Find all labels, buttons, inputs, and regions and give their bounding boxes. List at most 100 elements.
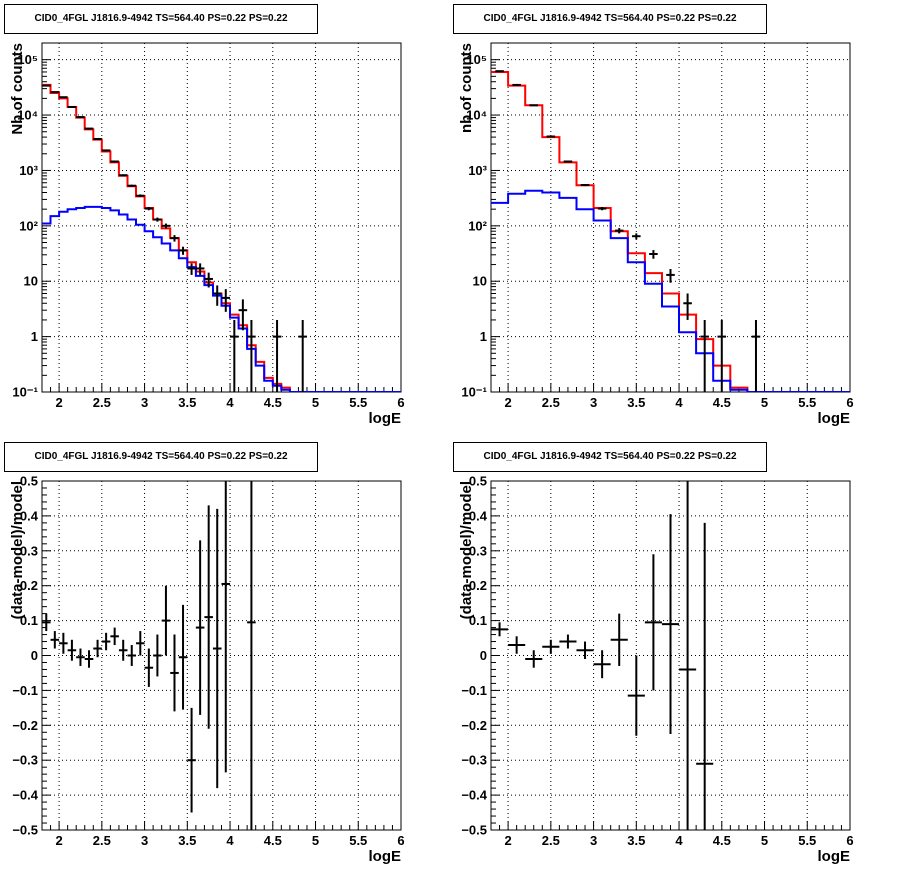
x-axis-label: logE: [818, 410, 851, 427]
x-axis-label: logE: [369, 410, 402, 427]
x-tick-label: 2.5: [93, 833, 111, 848]
y-tick-label: 0.1: [20, 613, 38, 628]
y-tick-label: 0.3: [20, 543, 38, 558]
y-tick-label: 10⁴: [17, 108, 38, 123]
model-histogram-line: [491, 189, 850, 392]
x-tick-label: 5: [761, 833, 768, 848]
residuals-plot: 2 2.5 3 3.5 4 4.5 5 5.5 6 −0.5 −0.4 −0.3 −0.2 −0.1 0 0.…: [9, 474, 405, 866]
plot-frame: [490, 42, 851, 393]
x-tick-label: 3: [590, 833, 597, 848]
plot-frame: [41, 42, 402, 393]
y-tick-label: 10: [473, 274, 487, 289]
y-axis-label: nb of counts: [458, 43, 475, 133]
x-tick-label: 3.5: [627, 833, 645, 848]
y-tick-label: 0.4: [469, 508, 488, 523]
y-axis-label: (data-model)/model: [9, 481, 26, 619]
y-axis-label: Nb of counts: [9, 43, 26, 135]
x-tick-label: 2.5: [542, 395, 560, 410]
panel-counts-coarse-bins: 2 2.5 3 3.5 4 4.5 5 5.5 6 10⁻¹ 1 10 10² 10³ 10⁴ 10⁵ logE…: [449, 0, 898, 437]
x-tick-label: 6: [397, 833, 404, 848]
y-tick-label: 0.5: [20, 474, 38, 489]
x-tick-label: 2: [55, 395, 62, 410]
x-tick-label: 6: [846, 395, 853, 410]
plot-area: [491, 481, 714, 830]
y-tick-label: 10⁵: [466, 52, 487, 67]
y-tick-label: 0: [480, 648, 487, 663]
x-tick-label: 4.5: [713, 833, 731, 848]
x-tick-label: 2: [55, 833, 62, 848]
x-tick-label: 4: [226, 833, 234, 848]
x-axis-label: logE: [369, 848, 402, 865]
x-tick-label: 5: [761, 395, 768, 410]
plot-frame: [41, 480, 402, 831]
plot-area: [491, 70, 850, 392]
panel-title: CID0_4FGL J1816.9-4942 TS=564.40 PS=0.22…: [4, 442, 318, 472]
y-tick-label: −0.3: [461, 753, 487, 768]
y-tick-label: −0.5: [461, 823, 487, 838]
y-tick-label: 0.2: [20, 578, 38, 593]
panel-title: CID0_4FGL J1816.9-4942 TS=564.40 PS=0.22…: [453, 4, 767, 34]
x-tick-label: 4.5: [264, 833, 282, 848]
y-tick-label: 10: [24, 274, 38, 289]
y-tick-label: 10³: [19, 163, 38, 178]
x-tick-label: 3.5: [178, 833, 196, 848]
panel-title: CID0_4FGL J1816.9-4942 TS=564.40 PS=0.22…: [4, 4, 318, 34]
y-tick-label: 0: [31, 648, 38, 663]
x-tick-label: 6: [397, 395, 404, 410]
x-tick-label: 3: [141, 833, 148, 848]
x-tick-label: 4.5: [264, 395, 282, 410]
counts-histogram-plot: 2 2.5 3 3.5 4 4.5 5 5.5 6 10⁻¹ 1 10 10² 10³ 10⁴ 10⁵ logE…: [9, 42, 405, 427]
y-tick-label: 1: [31, 329, 38, 344]
y-tick-label: −0.5: [12, 823, 38, 838]
y-tick-label: 0.1: [469, 613, 487, 628]
panel-residuals-fine-bins: 2 2.5 3 3.5 4 4.5 5 5.5 6 −0.5 −0.4 −0.3 −0.2 −0.1 0 0.…: [0, 438, 449, 875]
x-tick-label: 4: [675, 395, 683, 410]
y-tick-label: −0.4: [12, 788, 38, 803]
y-tick-label: 10⁻¹: [12, 385, 38, 400]
model-histogram-line: [491, 71, 850, 392]
plot-area: [42, 481, 256, 830]
panel-residuals-coarse-bins: 2 2.5 3 3.5 4 4.5 5 5.5 6 −0.5 −0.4 −0.3 −0.2 −0.1 0 0.…: [449, 438, 898, 875]
x-tick-label: 5.5: [349, 395, 367, 410]
counts-histogram-plot: 2 2.5 3 3.5 4 4.5 5 5.5 6 10⁻¹ 1 10 10² 10³ 10⁴ 10⁵ logE…: [458, 42, 854, 427]
y-tick-label: 0.5: [469, 474, 487, 489]
x-tick-label: 3: [590, 395, 597, 410]
x-tick-label: 6: [846, 833, 853, 848]
y-tick-label: 0.3: [469, 543, 487, 558]
y-axis-label: (data-model)/model: [458, 481, 475, 619]
panel-counts-fine-bins: 2 2.5 3 3.5 4 4.5 5 5.5 6 10⁻¹ 1 10 10² 10³ 10⁴ 10⁵ logE…: [0, 0, 449, 437]
model-histogram-line: [42, 83, 401, 392]
x-tick-label: 5.5: [798, 833, 816, 848]
residuals-plot: 2 2.5 3 3.5 4 4.5 5 5.5 6 −0.5 −0.4 −0.3 −0.2 −0.1 0 0.…: [458, 474, 854, 866]
x-tick-label: 5.5: [798, 395, 816, 410]
y-tick-label: −0.1: [12, 683, 38, 698]
x-tick-label: 5: [312, 395, 319, 410]
x-tick-label: 3.5: [178, 395, 196, 410]
x-axis-label: logE: [818, 848, 851, 865]
y-tick-label: 10⁵: [17, 52, 38, 67]
x-tick-label: 5: [312, 833, 319, 848]
x-tick-label: 2.5: [93, 395, 111, 410]
x-tick-label: 2: [504, 395, 511, 410]
y-tick-label: 10³: [468, 163, 487, 178]
model-histogram-line: [42, 205, 401, 392]
y-tick-label: 1: [480, 329, 487, 344]
x-tick-label: 3.5: [627, 395, 645, 410]
panel-title: CID0_4FGL J1816.9-4942 TS=564.40 PS=0.22…: [453, 442, 767, 472]
y-tick-label: 0.2: [469, 578, 487, 593]
x-tick-label: 2.5: [542, 833, 560, 848]
y-tick-label: 10²: [468, 218, 487, 233]
plot-area: [42, 83, 401, 392]
x-tick-label: 5.5: [349, 833, 367, 848]
y-tick-label: −0.1: [461, 683, 487, 698]
y-tick-label: −0.2: [461, 718, 487, 733]
y-tick-label: −0.2: [12, 718, 38, 733]
x-tick-label: 4: [675, 833, 683, 848]
y-tick-label: 0.4: [20, 508, 39, 523]
y-tick-label: 10²: [19, 218, 38, 233]
x-tick-label: 4: [226, 395, 234, 410]
x-tick-label: 3: [141, 395, 148, 410]
y-tick-label: 10⁻¹: [461, 385, 487, 400]
x-tick-label: 4.5: [713, 395, 731, 410]
y-tick-label: −0.4: [461, 788, 487, 803]
